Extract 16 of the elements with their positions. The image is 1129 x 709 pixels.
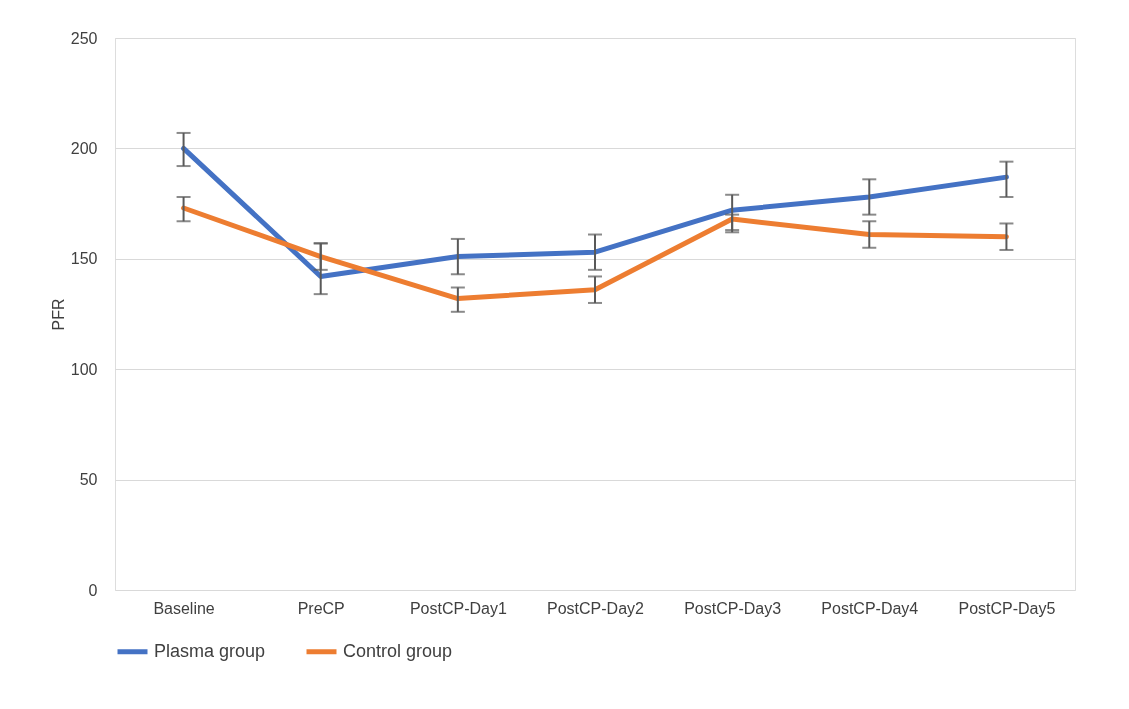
x-tick-label: PostCP-Day5 [958, 599, 1056, 617]
y-tick-label: 150 [70, 250, 98, 268]
y-tick-label: 100 [70, 360, 98, 378]
x-tick-label: PostCP-Day1 [409, 599, 507, 617]
x-tick-label: PostCP-Day3 [684, 599, 782, 617]
x-tick-label: Baseline [153, 599, 215, 617]
legend-label: Control group [343, 640, 453, 661]
y-tick-label: 50 [79, 471, 98, 489]
x-tick-label: PreCP [297, 599, 345, 617]
y-tick-label: 0 [88, 581, 98, 599]
x-tick-label: PostCP-Day2 [547, 599, 645, 617]
y-tick-label: 250 [70, 29, 98, 47]
x-tick-label: PostCP-Day4 [821, 599, 919, 617]
y-tick-label: 200 [70, 139, 98, 157]
y-axis-title: PFR [49, 298, 67, 331]
legend-label: Plasma group [154, 640, 266, 661]
